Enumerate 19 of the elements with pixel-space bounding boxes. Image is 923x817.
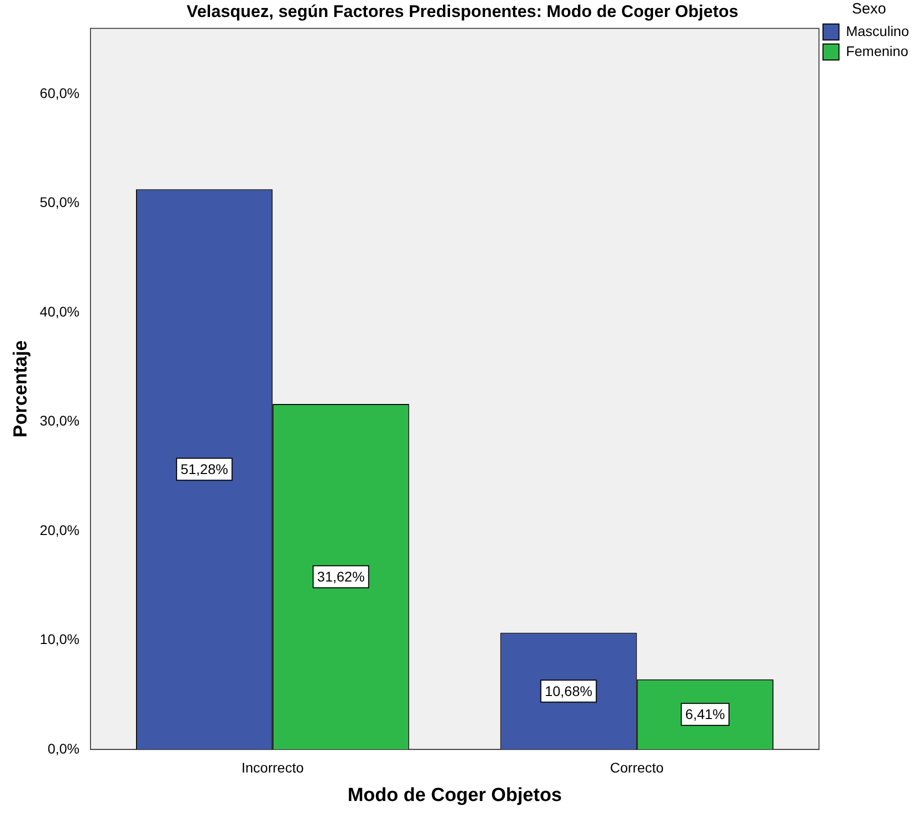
y-axis-title: Porcentaje (10, 340, 32, 438)
legend-label: Femenino (846, 42, 908, 59)
y-tick-label: 20,0% (40, 522, 80, 538)
x-tick-label: Incorrecto (241, 760, 304, 776)
y-tick-label: 50,0% (40, 194, 80, 210)
legend-label: Masculino (846, 22, 910, 39)
data-label: 6,41% (685, 706, 725, 722)
y-tick-label: 30,0% (40, 412, 80, 429)
y-tick-label: 40,0% (40, 303, 80, 320)
y-tick-label: 0,0% (48, 740, 80, 756)
x-axis-title: Modo de Coger Objetos (348, 784, 562, 806)
chart-title: Velasquez, según Factores Predisponentes: Modo de Coger Objetos (186, 2, 738, 21)
y-tick-label: 10,0% (40, 631, 80, 648)
legend-title: Sexo (852, 0, 886, 18)
data-label: 51,28% (180, 461, 228, 478)
data-label: 31,62% (317, 568, 365, 585)
y-tick-label: 60,0% (40, 84, 80, 101)
data-label: 10,68% (544, 682, 592, 699)
x-tick-label: Correcto (610, 760, 664, 776)
